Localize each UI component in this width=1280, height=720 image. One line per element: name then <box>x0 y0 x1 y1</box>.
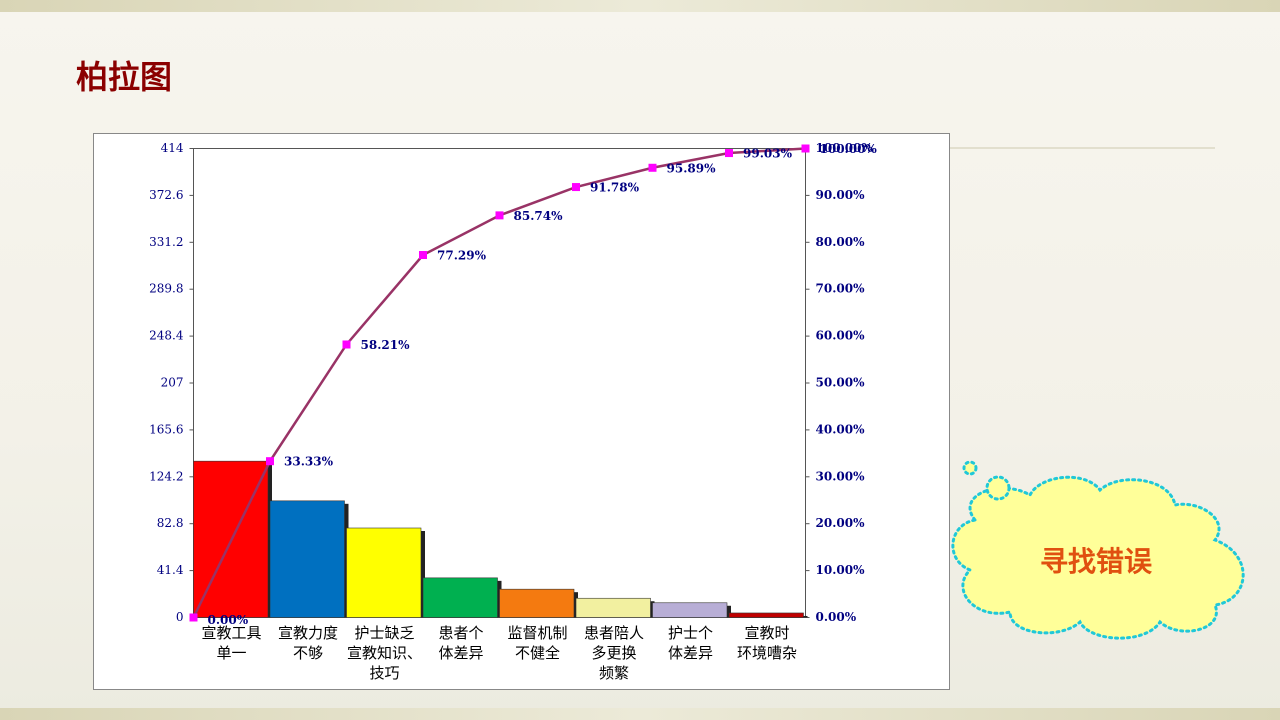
y-tick-label: 289.8 <box>149 282 183 296</box>
cumulative-marker <box>189 613 198 622</box>
cumulative-label: 33.33% <box>284 455 334 469</box>
y-tick-label: 82.8 <box>157 516 184 530</box>
cumulative-marker <box>342 340 351 349</box>
x-tick-label: 宣教时 环境嘈杂 <box>736 623 797 662</box>
y-tick-label: 41.4 <box>157 563 184 577</box>
cumulative-label: 77.29% <box>437 249 487 263</box>
x-tick-label: 患者陪人 多更换 频繁 <box>583 623 644 682</box>
y2-tick-label: 0.00% <box>816 610 857 624</box>
bar <box>652 602 728 618</box>
y2-tick-label: 20.00% <box>816 516 866 530</box>
bar <box>728 612 804 618</box>
top-band <box>0 0 1280 12</box>
cumulative-marker <box>801 144 810 153</box>
x-tick-label: 宣教力度 不够 <box>277 623 338 662</box>
y2-tick-label: 60.00% <box>816 329 866 343</box>
cumulative-label: 100.00% <box>820 142 878 156</box>
y2-tick-label: 10.00% <box>816 563 866 577</box>
bar <box>346 527 422 618</box>
cumulative-label: 91.78% <box>590 181 640 195</box>
y2-tick-label: 50.00% <box>816 376 866 390</box>
slide-title: 柏拉图 <box>76 58 173 96</box>
y2-tick-label: 30.00% <box>816 469 866 483</box>
y-tick-label: 0 <box>176 610 184 624</box>
y-tick-label: 165.6 <box>149 422 183 436</box>
callout-cloud <box>951 475 1245 640</box>
cumulative-marker <box>725 149 733 158</box>
x-tick-label: 护士个 体差异 <box>667 623 713 662</box>
bar <box>575 597 651 618</box>
cumulative-label: 95.89% <box>667 161 717 175</box>
callout-bubble <box>985 475 1011 501</box>
bar <box>499 588 575 618</box>
x-tick-label: 护士缺乏 宣教知识、 技巧 <box>346 623 422 682</box>
y-tick-label: 124.2 <box>149 469 183 483</box>
y2-tick-label: 90.00% <box>816 188 866 202</box>
cumulative-marker <box>572 183 580 192</box>
y2-tick-label: 100.00% <box>816 141 874 155</box>
x-tick-label: 监督机制 不健全 <box>507 623 568 662</box>
y-tick-label: 372.6 <box>149 188 183 202</box>
bar <box>269 500 345 618</box>
y-tick-label: 207 <box>161 376 184 390</box>
cumulative-marker <box>419 251 427 260</box>
x-tick-label: 患者个 体差异 <box>438 623 484 662</box>
callout-text: 寻找错误 <box>1040 545 1153 578</box>
cumulative-label: 85.74% <box>514 209 564 223</box>
cumulative-label: 58.21% <box>361 338 411 352</box>
cumulative-marker <box>648 163 657 172</box>
y2-tick-label: 40.00% <box>816 422 866 436</box>
y2-tick-label: 80.00% <box>816 235 866 249</box>
cumulative-label: 99.03% <box>743 147 793 161</box>
x-tick-label: 宣教工具 单一 <box>201 623 262 662</box>
cumulative-marker <box>495 211 504 220</box>
bottom-band <box>0 708 1280 720</box>
cumulative-label: 0.00% <box>208 613 249 627</box>
bar <box>422 577 498 618</box>
y2-tick-label: 70.00% <box>816 282 866 296</box>
callout-bubble <box>962 460 978 476</box>
y-tick-label: 248.4 <box>149 329 184 343</box>
y-tick-label: 414 <box>161 141 184 155</box>
y-tick-label: 331.2 <box>149 235 183 249</box>
cumulative-marker <box>266 457 274 466</box>
